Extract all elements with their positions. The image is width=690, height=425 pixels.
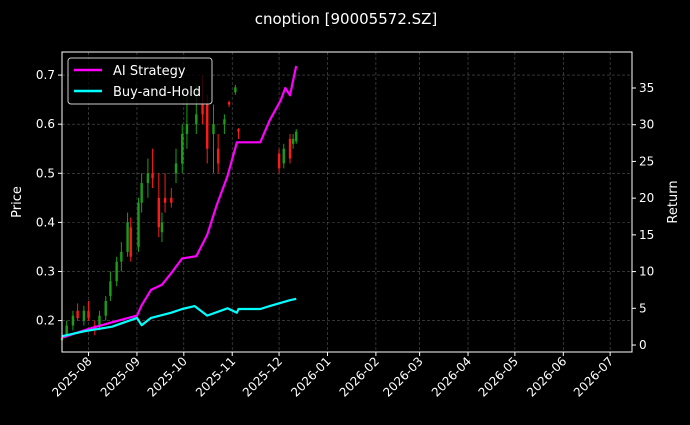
candle-body — [237, 129, 240, 132]
candle-body — [181, 133, 184, 164]
candle-body — [185, 124, 189, 134]
candle-body — [174, 163, 178, 174]
x-tick-label: 2026-04 — [429, 354, 474, 399]
candle-body — [129, 227, 132, 257]
candle-body — [109, 281, 112, 297]
candle-body — [291, 138, 295, 144]
candle-body — [98, 315, 101, 326]
candle-body — [288, 138, 292, 159]
x-tick-label: 2026-02 — [337, 354, 382, 399]
candle-body — [140, 183, 143, 203]
candle-body — [282, 148, 285, 164]
legend-label-ai-strategy: AI Strategy — [113, 64, 186, 79]
candle-body — [76, 310, 79, 319]
candle-body — [212, 124, 215, 134]
candle-body — [234, 87, 237, 93]
chart-title: cnoption [90005572.SZ] — [255, 10, 438, 28]
legend-label-buy-and-hold: Buy-and-Hold — [113, 85, 201, 100]
legend: AI Strategy Buy-and-Hold — [67, 57, 213, 105]
y-tick-label-left: 0.2 — [36, 314, 55, 328]
candle-body — [201, 104, 204, 115]
y-tick-label-right: 10 — [639, 265, 654, 279]
candle-body — [151, 173, 154, 179]
candle-body — [71, 315, 75, 326]
candle-body — [295, 131, 298, 142]
candle-body — [146, 173, 150, 184]
plot-frame — [61, 51, 633, 353]
candle-body — [160, 222, 164, 233]
series-line-buy-and-hold — [61, 297, 297, 338]
y-tick-label-right: 20 — [639, 191, 654, 205]
x-tick-label: 2025-08 — [49, 354, 94, 399]
candle-body — [137, 202, 140, 247]
candle-body — [170, 197, 173, 203]
y-tick-label-left: 0.4 — [36, 215, 55, 229]
x-tick-label: 2025-09 — [98, 354, 143, 399]
candle-body — [216, 148, 220, 164]
grid — [62, 52, 632, 352]
candle-body — [120, 251, 123, 262]
candle-body — [126, 222, 129, 252]
x-tick-label: 2025-12 — [240, 354, 285, 399]
x-tick-label: 2026-05 — [476, 354, 521, 399]
y-tick-label-right: 15 — [639, 228, 654, 242]
candle-body — [163, 197, 167, 203]
y-tick-label-right: 30 — [639, 118, 654, 132]
series-lines — [61, 65, 298, 339]
series-line-ai-strategy — [61, 65, 298, 339]
x-tick-label: 2026-07 — [571, 354, 616, 399]
candle-body — [82, 310, 86, 321]
y-tick-label-right: 35 — [639, 81, 654, 95]
candle-body — [223, 119, 226, 125]
candle-body — [65, 325, 68, 336]
y-axis-left-label: Price — [10, 186, 25, 218]
x-tick-label: 2026-01 — [288, 354, 333, 399]
candle-body — [104, 300, 107, 316]
x-tick-label: 2026-06 — [524, 354, 569, 399]
x-tick-label: 2026-03 — [380, 354, 425, 399]
candle-body — [157, 197, 161, 228]
legend-box — [67, 57, 213, 105]
y-axis-right-label: Return — [666, 180, 681, 223]
x-tick-label: 2025-11 — [193, 354, 238, 399]
candle-body — [115, 261, 118, 282]
x-axis: 2025-08 2025-09 2025-10 2025-11 2025-12 2026-… — [49, 352, 616, 400]
y-axis-left: 0.2 0.3 0.4 0.5 0.6 0.7 — [36, 68, 62, 328]
y-tick-label-right: 0 — [639, 338, 647, 352]
y-tick-label-left: 0.7 — [36, 68, 55, 82]
y-tick-label-left: 0.5 — [36, 166, 55, 180]
candles — [60, 75, 298, 343]
candle-body — [195, 114, 198, 125]
y-tick-label-right: 5 — [639, 301, 647, 315]
y-tick-label-right: 25 — [639, 154, 654, 168]
y-tick-label-left: 0.6 — [36, 117, 55, 131]
x-tick-label: 2025-10 — [145, 354, 190, 399]
y-tick-label-left: 0.3 — [36, 264, 55, 278]
candle-body — [277, 153, 281, 169]
candle-body — [87, 310, 90, 319]
candle-body — [206, 104, 209, 149]
candle-body — [227, 102, 231, 105]
y-axis-right: 0 5 10 15 20 25 30 35 — [632, 81, 654, 352]
